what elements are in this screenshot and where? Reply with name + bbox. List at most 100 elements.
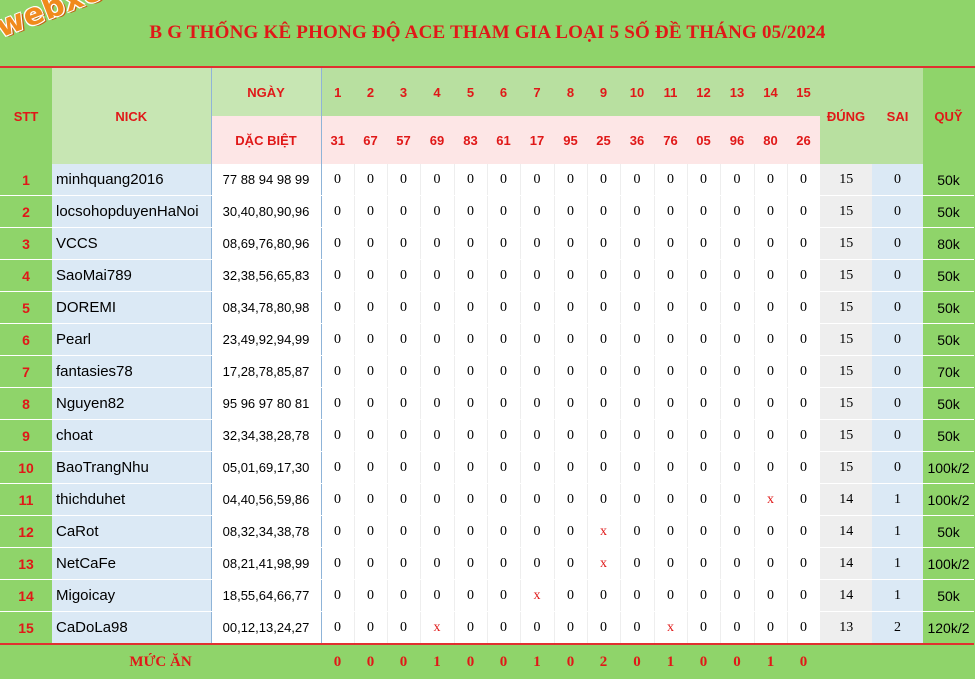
row-sai: 1 [872,579,923,612]
hit-mark: 0 [620,195,655,228]
row-sai: 0 [872,323,923,356]
hit-mark: 0 [487,164,521,196]
row-dung: 15 [820,164,872,196]
row-numbers: 08,34,78,80,98 [210,291,321,324]
hit-mark: 0 [554,259,588,292]
hit-mark: 0 [420,323,455,356]
table-row: 10 BaoTrangNhu 05,01,69,17,30 0 0 0 0 0 0 0 0 0 0 0 0 0… [0,451,974,484]
hit-mark: 0 [720,483,755,516]
miss-mark: x [587,515,621,548]
hit-mark: 0 [554,323,588,356]
miss-mark: x [654,611,688,645]
row-nick: choat [52,419,211,452]
hit-mark: 0 [720,611,755,645]
row-nick: thichduhet [52,483,211,516]
row-sai: 1 [872,483,923,516]
hit-mark: 0 [787,515,821,548]
hit-mark: 0 [687,291,721,324]
row-quy: 100k/2 [923,547,974,580]
hit-mark: 0 [720,387,755,420]
hit-mark: 0 [454,355,488,388]
hit-mark: 0 [754,419,788,452]
row-quy: 120k/2 [923,611,974,645]
hit-mark: 0 [654,323,688,356]
table-row: 8 Nguyen82 95 96 97 80 81 0 0 0 0 0 0 0 0 0 0 0 0 0 0 0 15… [0,387,974,420]
row-sai: 0 [872,195,923,228]
row-quy: 100k/2 [923,483,974,516]
hit-mark: 0 [554,291,588,324]
header-special: 26 [787,116,820,164]
row-dung: 13 [820,611,872,645]
header-special: 69 [420,116,454,164]
hit-mark: 0 [754,227,788,260]
row-stt: 10 [0,451,52,484]
hit-mark: 0 [687,355,721,388]
hit-mark: 0 [754,611,788,645]
hit-mark: 0 [620,547,655,580]
hit-mark: 0 [454,547,488,580]
hit-mark: 0 [687,483,721,516]
hit-mark: 0 [787,195,821,228]
hit-mark: 0 [687,387,721,420]
miss-mark: x [420,611,455,645]
header-sai: SAI [872,68,923,164]
hit-mark: 0 [487,547,521,580]
row-numbers: 04,40,56,59,86 [210,483,321,516]
row-numbers: 18,55,64,66,77 [210,579,321,612]
hit-mark: 0 [654,483,688,516]
hit-mark: 0 [420,291,455,324]
hit-mark: 0 [587,291,621,324]
hit-mark: 0 [487,291,521,324]
header-day: 12 [687,68,720,116]
hit-mark: 0 [654,355,688,388]
hit-mark: 0 [487,323,521,356]
hit-mark: 0 [587,611,621,645]
hit-mark: 0 [320,227,355,260]
hit-mark: 0 [654,259,688,292]
hit-mark: 0 [720,515,755,548]
row-nick: CaRot [52,515,211,548]
hit-mark: 0 [787,419,821,452]
hit-mark: 0 [587,579,621,612]
hit-mark: 0 [587,387,621,420]
hit-mark: 0 [387,323,421,356]
hit-mark: 0 [420,515,455,548]
row-stt: 3 [0,227,52,260]
hit-mark: 0 [387,355,421,388]
hit-mark: 0 [620,291,655,324]
footer-empty [820,643,872,679]
hit-mark: 0 [520,355,555,388]
row-stt: 9 [0,419,52,452]
row-nick: BaoTrangNhu [52,451,211,484]
row-nick: Nguyen82 [52,387,211,420]
hit-mark: 0 [354,195,388,228]
row-quy: 50k [923,387,974,420]
row-stt: 13 [0,547,52,580]
footer-value: 1 [654,643,687,679]
row-dung: 15 [820,355,872,388]
row-stt: 11 [0,483,52,516]
hit-mark: 0 [320,291,355,324]
header-ngay: NGÀY [210,68,321,116]
hit-mark: 0 [720,355,755,388]
hit-mark: 0 [320,515,355,548]
footer-label: MỨC ĂN [0,643,321,679]
header-quy: QUỸ [923,68,974,164]
row-quy: 50k [923,164,974,196]
row-numbers: 95 96 97 80 81 [210,387,321,420]
hit-mark: 0 [487,419,521,452]
hit-mark: 0 [354,451,388,484]
row-stt: 7 [0,355,52,388]
hit-mark: 0 [487,611,521,645]
header-day: 7 [520,68,554,116]
footer-value: 2 [587,643,620,679]
row-nick: VCCS [52,227,211,260]
hit-mark: 0 [754,547,788,580]
hit-mark: 0 [387,291,421,324]
row-quy: 50k [923,419,974,452]
hit-mark: 0 [320,355,355,388]
hit-mark: 0 [687,611,721,645]
header-day: 11 [654,68,687,116]
hit-mark: 0 [320,259,355,292]
